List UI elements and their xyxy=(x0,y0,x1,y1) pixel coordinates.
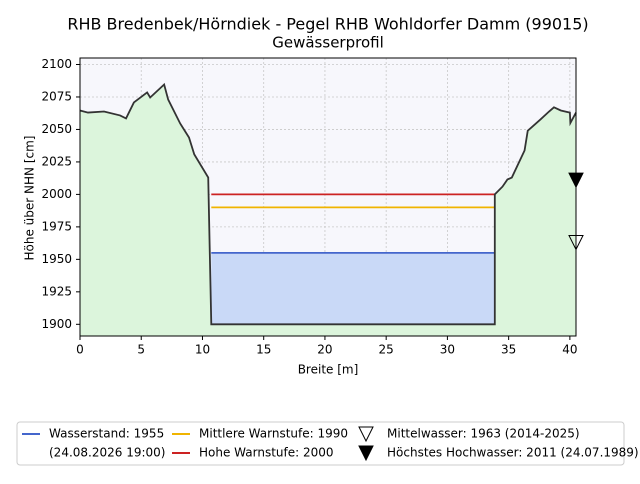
x-tick-label: 5 xyxy=(137,343,145,357)
legend-label: Höchstes Hochwasser: 2011 (24.07.1989) xyxy=(387,446,639,460)
x-tick-label: 10 xyxy=(195,343,210,357)
x-tick-label: 15 xyxy=(256,343,271,357)
legend-label: Hohe Warnstufe: 2000 xyxy=(199,446,334,460)
terrain-line xyxy=(79,82,577,326)
legend-marker xyxy=(358,445,374,462)
terrain-fill xyxy=(80,84,576,336)
legend-label: Mittlere Warnstufe: 1990 xyxy=(199,427,348,441)
y-axis-label: Höhe über NHN [cm] xyxy=(23,136,37,261)
y-tick-label: 2025 xyxy=(41,154,72,168)
y-tick-label: 1900 xyxy=(41,317,72,331)
legend-label: Wasserstand: 1955 xyxy=(49,427,164,441)
y-tick-label: 2000 xyxy=(41,187,72,201)
chart-subtitle: Gewässerprofil xyxy=(272,34,384,52)
legend-label: Mittelwasser: 1963 (2014-2025) xyxy=(387,427,580,441)
x-tick-label: 20 xyxy=(317,343,332,357)
y-tick-label: 2050 xyxy=(41,122,72,136)
x-axis-label: Breite [m] xyxy=(298,363,359,377)
y-tick-label: 1975 xyxy=(41,219,72,233)
x-tick-label: 25 xyxy=(379,343,394,357)
water-fill xyxy=(211,252,495,325)
y-tick-label: 1925 xyxy=(41,284,72,298)
x-tick-label: 0 xyxy=(76,343,84,357)
y-tick-label: 1950 xyxy=(41,252,72,266)
chart-title: RHB Bredenbek/Hörndiek - Pegel RHB Wohld… xyxy=(67,15,588,34)
y-tick-label: 2100 xyxy=(41,57,72,71)
x-tick-label: 40 xyxy=(562,343,577,357)
x-tick-label: 30 xyxy=(440,343,455,357)
y-tick-label: 2075 xyxy=(41,89,72,103)
legend-marker xyxy=(358,426,374,443)
plot-frame xyxy=(79,57,577,337)
legend-note: (24.08.2026 19:00) xyxy=(49,446,165,460)
x-tick-label: 35 xyxy=(501,343,516,357)
legend-box xyxy=(16,421,625,466)
